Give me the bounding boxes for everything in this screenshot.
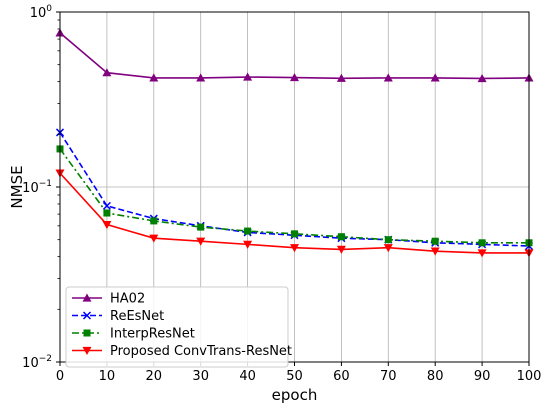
y-axis: 100 10−1 10−2 [22,4,60,371]
legend-label: InterpResNet [110,327,195,342]
data-point [383,73,393,82]
legend-label: HA02 [110,292,145,307]
legend: HA02 ReEsNet InterpResNet Proposed ConvTran… [65,286,292,368]
legend-item: Proposed ConvTrans-ResNet [72,344,292,359]
data-point [196,237,206,246]
legend-marker [82,311,92,320]
data-point [102,201,111,210]
legend-item: ReEsNet [72,309,164,324]
data-point [430,73,440,82]
series-3 [55,169,534,258]
data-point [243,240,253,249]
legend-marker [82,293,92,302]
legend-marker [83,329,91,337]
x-tick-label: 10 [99,369,116,384]
x-tick-label: 50 [286,369,303,384]
x-tick-label: 40 [239,369,256,384]
data-point [150,217,158,225]
legend-marker [82,346,92,355]
data-point [290,244,299,253]
data-point [291,230,298,238]
series-line [59,148,529,244]
data-point [290,73,299,82]
x-tick-label: 90 [474,369,491,384]
data-point [336,245,346,254]
legend-item: HA02 [72,292,145,307]
data-point [102,68,112,77]
data-point [431,237,439,245]
data-point [477,249,487,258]
data-point [196,73,206,82]
legend-box [65,286,289,368]
y-tick-label: 10−1 [22,179,52,196]
y-axis-title: NMSE [8,165,26,208]
legend-item: InterpResNet [72,327,195,342]
x-tick-label: 100 [517,369,542,384]
data-point [244,227,252,235]
data-point [197,223,205,231]
data-point [478,239,486,247]
data-point [477,73,487,83]
x-axis-title: epoch [272,386,318,404]
legend-label: Proposed ConvTrans-ResNet [110,344,292,359]
data-point [337,233,345,241]
x-tick-label: 80 [427,369,444,384]
y-tick-label: 100 [30,4,53,21]
x-tick-label: 60 [333,369,350,384]
series-layer [55,28,534,258]
x-axis: 0 10 20 30 40 50 60 70 80 90 100 [56,362,542,384]
data-point [149,73,159,82]
legend-label: ReEsNet [110,309,164,324]
data-point [149,234,159,243]
data-point [430,247,440,256]
x-tick-label: 30 [192,369,209,384]
data-point [103,209,111,217]
x-tick-label: 20 [146,369,163,384]
y-tick-label: 10−2 [22,354,52,371]
x-tick-label: 70 [380,369,397,384]
data-point [383,244,393,253]
data-point [243,72,253,81]
series-line [59,132,530,247]
data-point [102,220,112,230]
data-point [336,73,346,82]
data-point [384,236,392,244]
x-tick-label: 0 [56,369,64,384]
